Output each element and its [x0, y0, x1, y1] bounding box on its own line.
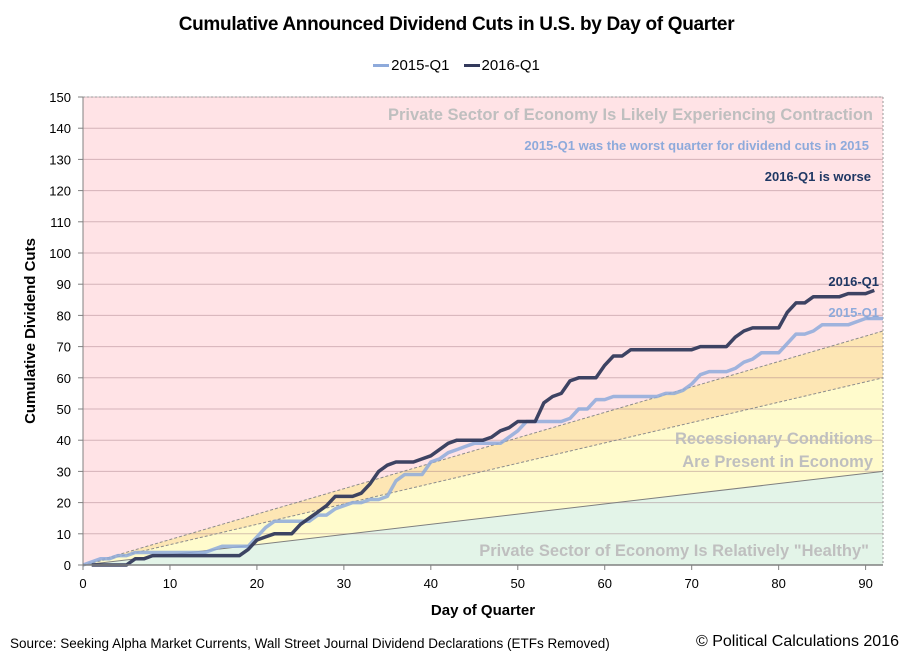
boundary-transition [82, 330, 884, 566]
legend: 2015-Q1 2016-Q1 [0, 57, 913, 74]
y-tick-label: 100 [49, 246, 71, 261]
source-note: Source: Seeking Alpha Market Currents, W… [10, 636, 610, 651]
y-tick-label: 10 [57, 527, 71, 542]
zones [83, 97, 883, 565]
x-tick-label: 0 [79, 576, 86, 591]
legend-label-2015: 2015-Q1 [391, 57, 450, 74]
y-tick-label: 40 [57, 433, 71, 448]
tick-labels: 0 10 20 30 40 50 60 70 80 90 100 110 120 130 140 150 0 10… [49, 90, 873, 591]
y-tick-label: 110 [50, 215, 71, 230]
zone-boundaries [82, 96, 884, 566]
series-line-2015-Q1 [82, 316, 883, 567]
zone-label-contraction: Private Sector of Economy Is Likely Expe… [388, 106, 873, 124]
x-tick-label: 80 [771, 576, 785, 591]
series-label-2015: 2015-Q1 [828, 305, 879, 320]
y-tick-label: 50 [57, 402, 71, 417]
legend-item-2015: 2015-Q1 [373, 57, 450, 74]
x-tick-label: 70 [684, 576, 698, 591]
y-tick-label: 80 [57, 308, 71, 323]
y-tick-label: 30 [57, 464, 71, 479]
y-tick-label: 140 [49, 121, 71, 136]
x-tick-label: 50 [511, 576, 525, 591]
boundary-recession [82, 377, 884, 566]
x-tick-label: 90 [858, 576, 872, 591]
x-tick-label: 10 [163, 576, 177, 591]
annotations: 2015-Q1 was the worst quarter for divide… [524, 138, 879, 320]
legend-swatch-2016 [463, 64, 480, 67]
x-tick-label: 40 [424, 576, 438, 591]
x-tick-label: 20 [250, 576, 264, 591]
annotation-2016-worse: 2016-Q1 is worse [765, 169, 871, 184]
zone-label-healthy: Private Sector of Economy Is Relatively … [479, 542, 869, 560]
legend-swatch-2015 [373, 64, 390, 67]
y-axis-title: Cumulative Dividend Cuts [22, 238, 39, 424]
series-lines [82, 288, 883, 567]
copyright-note: © Political Calculations 2016 [695, 633, 899, 650]
zone-label-recession-line1: Recessionary Conditions [675, 430, 873, 448]
y-tick-label: 60 [57, 371, 71, 386]
legend-label-2016: 2016-Q1 [481, 57, 540, 74]
x-tick-label: 30 [337, 576, 351, 591]
series-label-2016: 2016-Q1 [828, 274, 879, 289]
y-tick-label: 120 [49, 184, 71, 199]
series-line-2016-Q1 [91, 288, 875, 567]
zone-label-recession-line2: Are Present in Economy [682, 453, 874, 471]
y-tick-label: 20 [57, 496, 71, 511]
y-tick-label: 150 [49, 90, 71, 105]
y-tick-label: 0 [64, 558, 71, 573]
x-tick-label: 60 [598, 576, 612, 591]
chart-title: Cumulative Announced Dividend Cuts in U.… [178, 14, 735, 35]
annotation-2015-worst: 2015-Q1 was the worst quarter for divide… [524, 138, 869, 153]
zone-labels: Private Sector of Economy Is Likely Expe… [388, 106, 874, 560]
y-tick-label: 130 [49, 152, 71, 167]
y-tick-label: 70 [57, 340, 71, 355]
x-axis-title: Day of Quarter [431, 602, 535, 619]
legend-item-2016: 2016-Q1 [463, 57, 540, 74]
axes [78, 96, 883, 570]
y-tick-label: 90 [57, 277, 71, 292]
